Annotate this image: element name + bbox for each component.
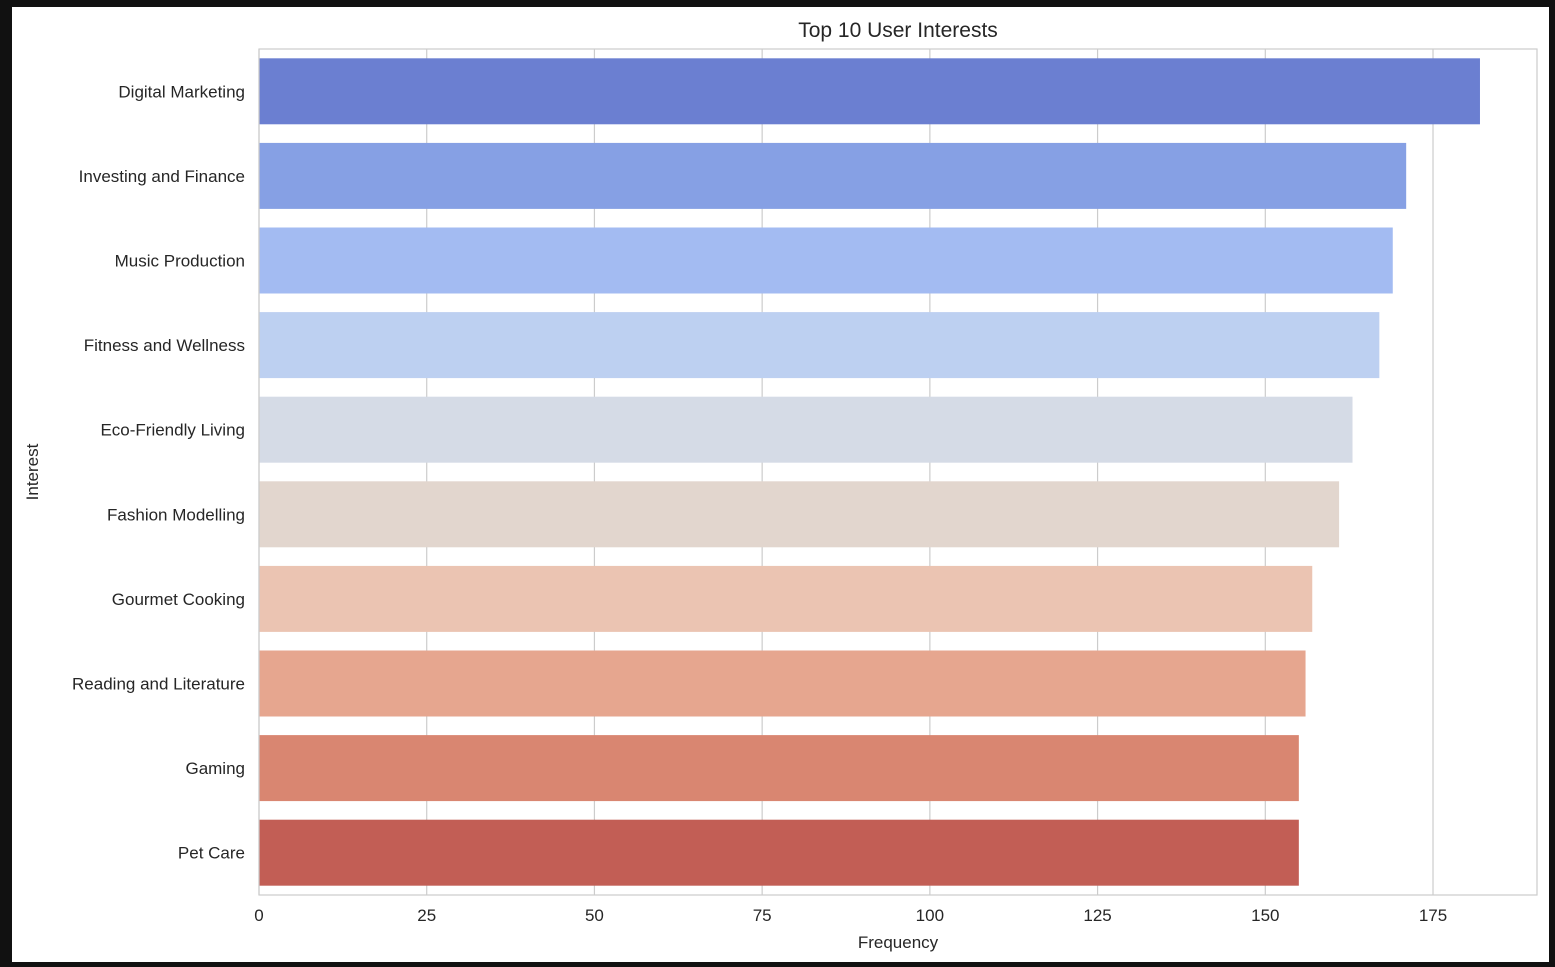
bar-chart: Digital Marketing Investing and Finance Mu… (23, 19, 1538, 952)
x-tick-labels: 0 25 50 75 100 125 150 175 (254, 906, 1447, 925)
bar (259, 58, 1480, 125)
x-tick-label: 175 (1419, 906, 1447, 925)
bars (259, 58, 1480, 886)
bar (259, 396, 1353, 463)
bar (259, 312, 1380, 379)
y-tick-label: Fashion Modelling (107, 505, 245, 524)
bar (259, 565, 1313, 632)
chart-figure: Digital Marketing Investing and Finance Mu… (12, 7, 1549, 962)
y-axis-label: Interest (23, 443, 42, 500)
bar (259, 227, 1393, 294)
y-tick-label: Gourmet Cooking (112, 590, 245, 609)
plot-frame (258, 48, 1538, 896)
y-tick-label: Pet Care (178, 844, 245, 863)
x-tick-label: 125 (1083, 906, 1111, 925)
bar (259, 481, 1340, 548)
x-tick-label: 75 (753, 906, 772, 925)
x-tick-label: 100 (916, 906, 944, 925)
y-tick-label: Reading and Literature (72, 675, 245, 694)
bar (259, 650, 1306, 717)
y-tick-label: Music Production (115, 252, 245, 271)
x-axis-label: Frequency (858, 933, 939, 952)
x-tick-label: 150 (1251, 906, 1279, 925)
y-tick-label: Gaming (185, 759, 245, 778)
y-tick-label: Fitness and Wellness (84, 336, 245, 355)
y-tick-labels: Digital Marketing Investing and Finance Mu… (72, 82, 245, 862)
y-tick-label: Eco-Friendly Living (100, 421, 245, 440)
x-tick-label: 0 (254, 906, 263, 925)
x-tick-label: 25 (417, 906, 436, 925)
y-tick-label: Investing and Finance (79, 167, 245, 186)
y-tick-label: Digital Marketing (118, 82, 245, 101)
bar (259, 142, 1407, 209)
bar (259, 735, 1299, 802)
bar (259, 819, 1299, 886)
chart-title: Top 10 User Interests (798, 19, 998, 42)
x-tick-label: 50 (585, 906, 604, 925)
